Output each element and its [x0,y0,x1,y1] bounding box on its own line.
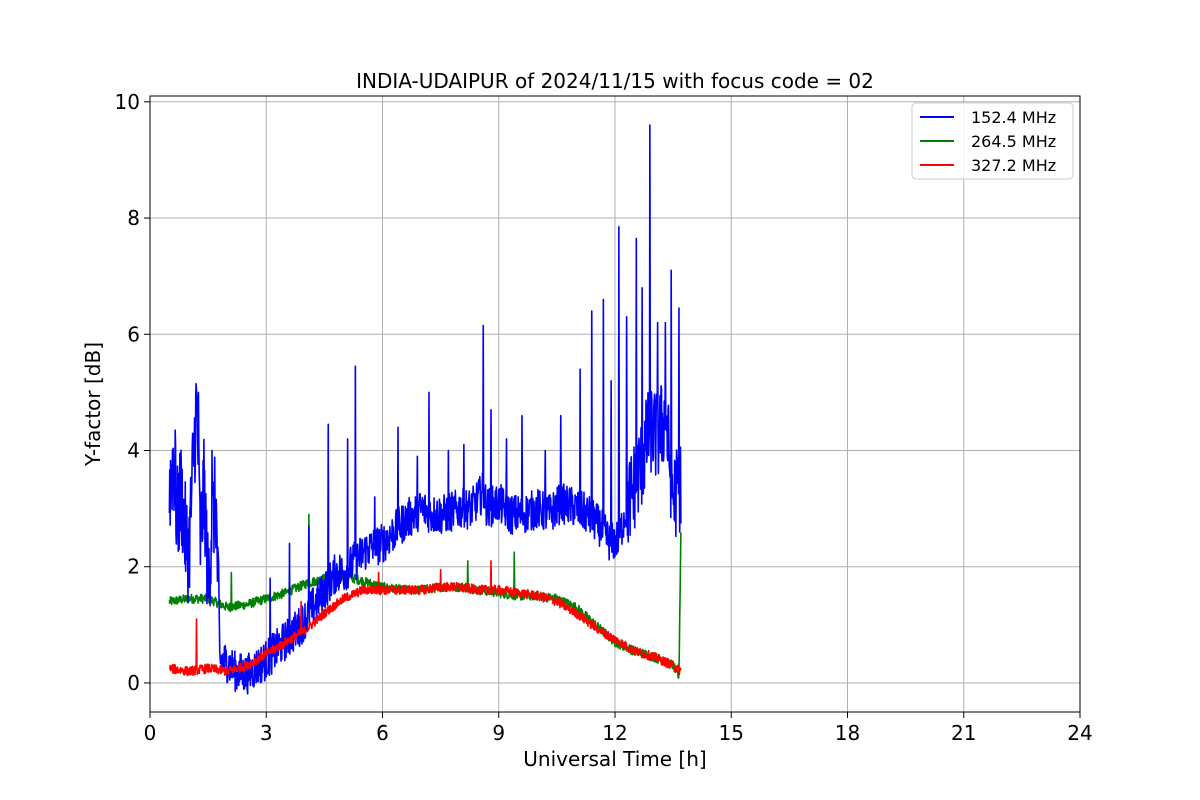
x-tick-label: 18 [835,721,860,745]
x-axis-label: Universal Time [h] [523,747,706,771]
chart-title: INDIA-UDAIPUR of 2024/11/15 with focus c… [356,69,874,93]
y-tick-label: 4 [127,438,140,462]
legend-label-264: 264.5 MHz [971,132,1056,151]
x-tick-label: 24 [1067,721,1092,745]
x-tick-label: 15 [719,721,744,745]
x-tick-label: 21 [951,721,976,745]
x-tick-label: 12 [602,721,627,745]
y-tick-label: 2 [127,555,140,579]
legend-label-327: 327.2 MHz [971,156,1056,175]
legend-label-152: 152.4 MHz [971,108,1056,127]
series-line-327-2-mhz [168,560,682,677]
y-tick-label: 6 [127,322,140,346]
plot-area [168,124,682,695]
y-tick-label: 8 [127,206,140,230]
legend-box [911,102,1074,180]
y-axis-label: Y-factor [dB] [81,342,105,467]
x-axis: 0 3 6 9 12 15 18 21 24 [144,712,1093,745]
y-axis: 0 2 4 6 8 10 [115,90,150,695]
series-layer [168,124,682,695]
x-tick-label: 6 [376,721,389,745]
x-tick-label: 0 [144,721,157,745]
x-tick-label: 9 [492,721,505,745]
y-tick-label: 10 [115,90,140,114]
x-tick-label: 3 [260,721,273,745]
y-tick-label: 0 [127,671,140,695]
legend: 152.4 MHz 264.5 MHz 327.2 MHz [911,102,1074,180]
series-line-152-4-mhz [168,124,682,695]
